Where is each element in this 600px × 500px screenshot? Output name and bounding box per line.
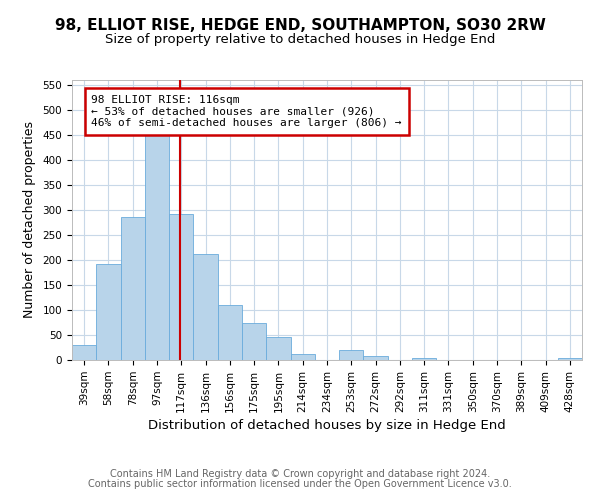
Bar (121, 216, 145, 360)
Bar (218, 305, 242, 360)
Bar (145, 130, 169, 360)
Bar (169, 214, 193, 360)
X-axis label: Distribution of detached houses by size in Hedge End: Distribution of detached houses by size … (148, 419, 506, 432)
Text: Size of property relative to detached houses in Hedge End: Size of property relative to detached ho… (105, 32, 495, 46)
Bar (558, 358, 582, 360)
Text: 98 ELLIOT RISE: 116sqm
← 53% of detached houses are smaller (926)
46% of semi-de: 98 ELLIOT RISE: 116sqm ← 53% of detached… (91, 95, 402, 128)
Bar (364, 356, 388, 360)
Bar (412, 358, 436, 360)
Text: Contains HM Land Registry data © Crown copyright and database right 2024.: Contains HM Land Registry data © Crown c… (110, 469, 490, 479)
Bar (339, 350, 364, 360)
Y-axis label: Number of detached properties: Number of detached properties (23, 122, 35, 318)
Bar (72, 345, 96, 360)
Bar (266, 337, 290, 360)
Text: 98, ELLIOT RISE, HEDGE END, SOUTHAMPTON, SO30 2RW: 98, ELLIOT RISE, HEDGE END, SOUTHAMPTON,… (55, 18, 545, 32)
Text: Contains public sector information licensed under the Open Government Licence v3: Contains public sector information licen… (88, 479, 512, 489)
Bar (290, 354, 315, 360)
Bar (96, 264, 121, 360)
Bar (193, 254, 218, 360)
Bar (242, 323, 266, 360)
